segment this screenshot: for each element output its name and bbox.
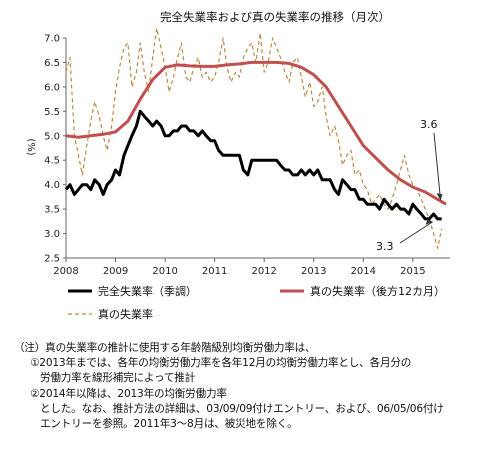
y-tick-label: 6.0 (44, 82, 60, 93)
notes: （注）真の失業率の推計に使用する年齢階級別均衡労働力率は、 ①2013年までは、… (14, 341, 498, 432)
y-axis-label: (%) (25, 138, 36, 155)
y-tick-label: 2.5 (44, 254, 60, 265)
y-tick-label: 6.5 (44, 58, 60, 69)
legend-label-3: 真の失業率 (98, 307, 153, 321)
x-tick-label: 2011 (202, 266, 227, 277)
y-tick-label: 3.0 (44, 229, 60, 240)
chart: 完全失業率および真の失業率の推移（月次） (%) 2.5 3.0 3.5 4.0 4.5… (25, 10, 450, 321)
annotation-arrowhead-2 (425, 218, 433, 225)
axes (65, 38, 450, 259)
x-tick-label: 2014 (351, 266, 376, 277)
y-tick-label: 4.0 (44, 180, 60, 191)
annotation-label-1: 3.6 (420, 118, 438, 131)
legend-label-2: 真の失業率（後方12カ月） (310, 284, 445, 298)
y-tick-label: 3.5 (44, 205, 60, 216)
note-line-3: 労働力率を線形補完によって推計 (40, 372, 196, 385)
note-line-5: とした。なお、推計方法の詳細は、03/09/09付けエントリー、および、06/0… (40, 402, 444, 415)
annotation-arrowhead-1 (436, 193, 443, 201)
x-tick-label: 2012 (251, 266, 276, 277)
x-tick-label: 2013 (301, 266, 326, 277)
x-tick-label: 2009 (103, 266, 128, 277)
series-line-2 (65, 60, 447, 206)
annotation-arrow-2 (399, 221, 433, 244)
series-line-1 (64, 109, 442, 221)
y-tick-label: 5.0 (44, 131, 60, 142)
note-line-4: ②2014年以降は、2013年の均衡労働力率 (30, 387, 227, 400)
annotation-label-2: 3.3 (376, 240, 394, 253)
axis-ticks: 2.5 3.0 3.5 4.0 4.5 5.0 5.5 6.0 6.5 7.0 2008 2009 20… (44, 34, 425, 278)
series-layer (64, 27, 447, 249)
y-tick-label: 7.0 (44, 34, 60, 45)
note-line-1: （注）真の失業率の推計に使用する年齢階級別均衡労働力率は、 (14, 342, 316, 354)
x-tick-label: 2008 (53, 266, 78, 277)
legend: 完全失業率（季調） 真の失業率（後方12カ月） 真の失業率 (68, 284, 445, 321)
y-tick-label: 5.5 (44, 107, 60, 118)
annotations: 3.6 3.3 (376, 118, 443, 253)
legend-label-1: 完全失業率（季調） (98, 284, 197, 298)
x-tick-label: 2015 (400, 266, 425, 277)
y-tick-label: 4.5 (44, 156, 60, 167)
x-tick-label: 2010 (152, 266, 177, 277)
note-line-2: ①2013年までは、各年の均衡労働力率を各年12月の均衡労働力率とし、各月分の (30, 357, 412, 370)
annotation-arrow-1 (433, 132, 442, 201)
series-line-3 (65, 27, 443, 249)
note-line-6: エントリーを参照。2011年3～8月は、被災地を除く。 (40, 418, 298, 431)
chart-title: 完全失業率および真の失業率の推移（月次） (160, 10, 390, 24)
